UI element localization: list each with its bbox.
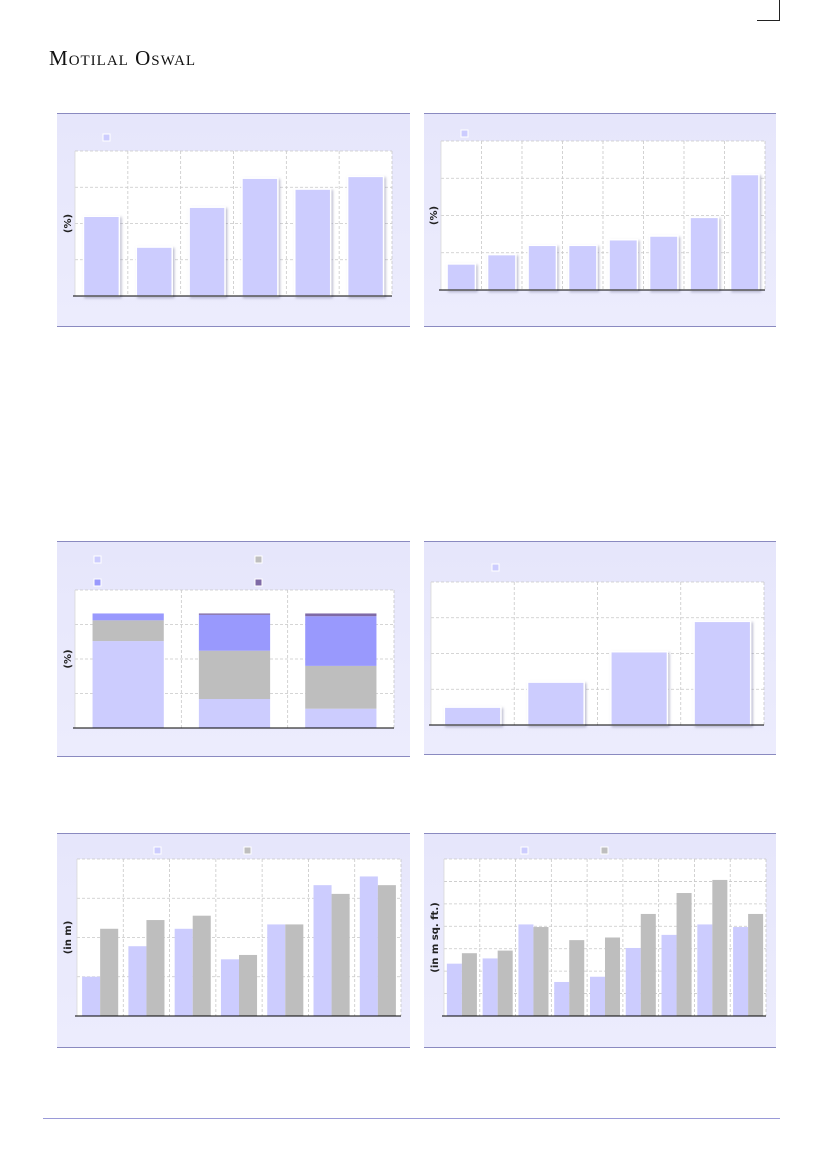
- bar: [346, 175, 385, 297]
- bar: [733, 927, 749, 1016]
- bar: [220, 959, 239, 1016]
- legend-swatch: [93, 555, 102, 564]
- bar: [192, 915, 211, 1016]
- y-axis-label: (%): [63, 214, 74, 233]
- bar: [313, 885, 332, 1016]
- footer-rule: [43, 1118, 780, 1119]
- legend-swatch: [254, 578, 263, 587]
- bar: [676, 893, 692, 1016]
- bar: [443, 706, 502, 726]
- legend-swatch: [243, 846, 252, 855]
- bar: [482, 958, 498, 1016]
- bar-segment: [92, 641, 164, 728]
- bar: [135, 246, 173, 297]
- bar: [567, 244, 598, 291]
- legend-swatch: [520, 846, 529, 855]
- bar: [608, 238, 639, 291]
- bar: [461, 953, 477, 1016]
- bar-segment: [198, 699, 271, 728]
- bar-segment: [305, 616, 377, 666]
- y-axis-label: (in m sq. ft.): [430, 902, 441, 972]
- bar: [625, 947, 641, 1016]
- bar-segment: [305, 665, 377, 709]
- legend-swatch: [153, 846, 162, 855]
- bar: [82, 215, 121, 297]
- chart-panel-4: [424, 541, 776, 755]
- bar: [285, 924, 304, 1016]
- bar: [533, 927, 549, 1016]
- bar: [486, 253, 517, 291]
- y-axis-label: (%): [429, 206, 440, 225]
- bar: [729, 173, 760, 291]
- bar-segment: [305, 708, 377, 728]
- bar-segment: [198, 650, 271, 700]
- legend-swatch: [600, 846, 609, 855]
- bar: [589, 976, 605, 1016]
- bar: [648, 235, 679, 291]
- bar: [146, 920, 165, 1016]
- bar: [446, 263, 477, 291]
- bar-segment: [92, 613, 164, 621]
- bar: [605, 937, 621, 1016]
- bar: [693, 620, 752, 726]
- bar: [554, 981, 570, 1016]
- bar: [689, 216, 720, 291]
- y-axis-label: (%): [63, 649, 74, 668]
- legend-swatch: [102, 133, 111, 142]
- brand-logo: MOTILAL OSWAL: [49, 46, 197, 70]
- bar: [497, 950, 513, 1016]
- bar: [188, 206, 226, 297]
- chart-5: (in m): [63, 846, 402, 1017]
- y-axis-label: (in m): [63, 921, 74, 955]
- chart-3: (%): [63, 555, 395, 729]
- bar: [446, 963, 462, 1016]
- bar-segment: [198, 614, 271, 651]
- bar-segment: [198, 613, 271, 615]
- bar: [294, 188, 332, 297]
- bar: [331, 893, 350, 1016]
- bar: [748, 913, 764, 1016]
- bar: [241, 177, 279, 297]
- bar: [239, 954, 258, 1016]
- bar: [518, 924, 534, 1016]
- legend-swatch: [254, 555, 263, 564]
- chart-panel-5: (in m): [57, 833, 410, 1048]
- legend-swatch: [93, 578, 102, 587]
- bar: [377, 885, 396, 1016]
- bar: [661, 934, 677, 1016]
- bar: [128, 946, 147, 1016]
- legend-swatch: [460, 129, 469, 138]
- chart-panel-3: (%): [57, 541, 410, 757]
- bar: [712, 879, 728, 1016]
- crop-mark: [757, 0, 780, 21]
- bar: [697, 924, 713, 1016]
- bar: [174, 928, 193, 1016]
- chart-4: [429, 563, 765, 726]
- bar: [569, 940, 585, 1016]
- bar: [82, 976, 101, 1016]
- bar: [267, 924, 286, 1016]
- bar: [359, 876, 378, 1016]
- bar-segment: [305, 613, 377, 617]
- bar-segment: [92, 620, 164, 642]
- bar: [640, 913, 656, 1016]
- bar: [526, 681, 585, 726]
- chart-1: (%): [63, 133, 393, 297]
- chart-2: (%): [429, 129, 766, 291]
- bar: [610, 650, 669, 726]
- chart-panel-2: (%): [424, 113, 776, 327]
- bar: [527, 244, 558, 291]
- chart-panel-1: (%): [57, 113, 410, 327]
- bar: [100, 928, 119, 1016]
- legend-swatch: [491, 563, 500, 572]
- chart-panel-6: (in m sq. ft.): [424, 833, 776, 1048]
- chart-6: (in m sq. ft.): [430, 846, 767, 1017]
